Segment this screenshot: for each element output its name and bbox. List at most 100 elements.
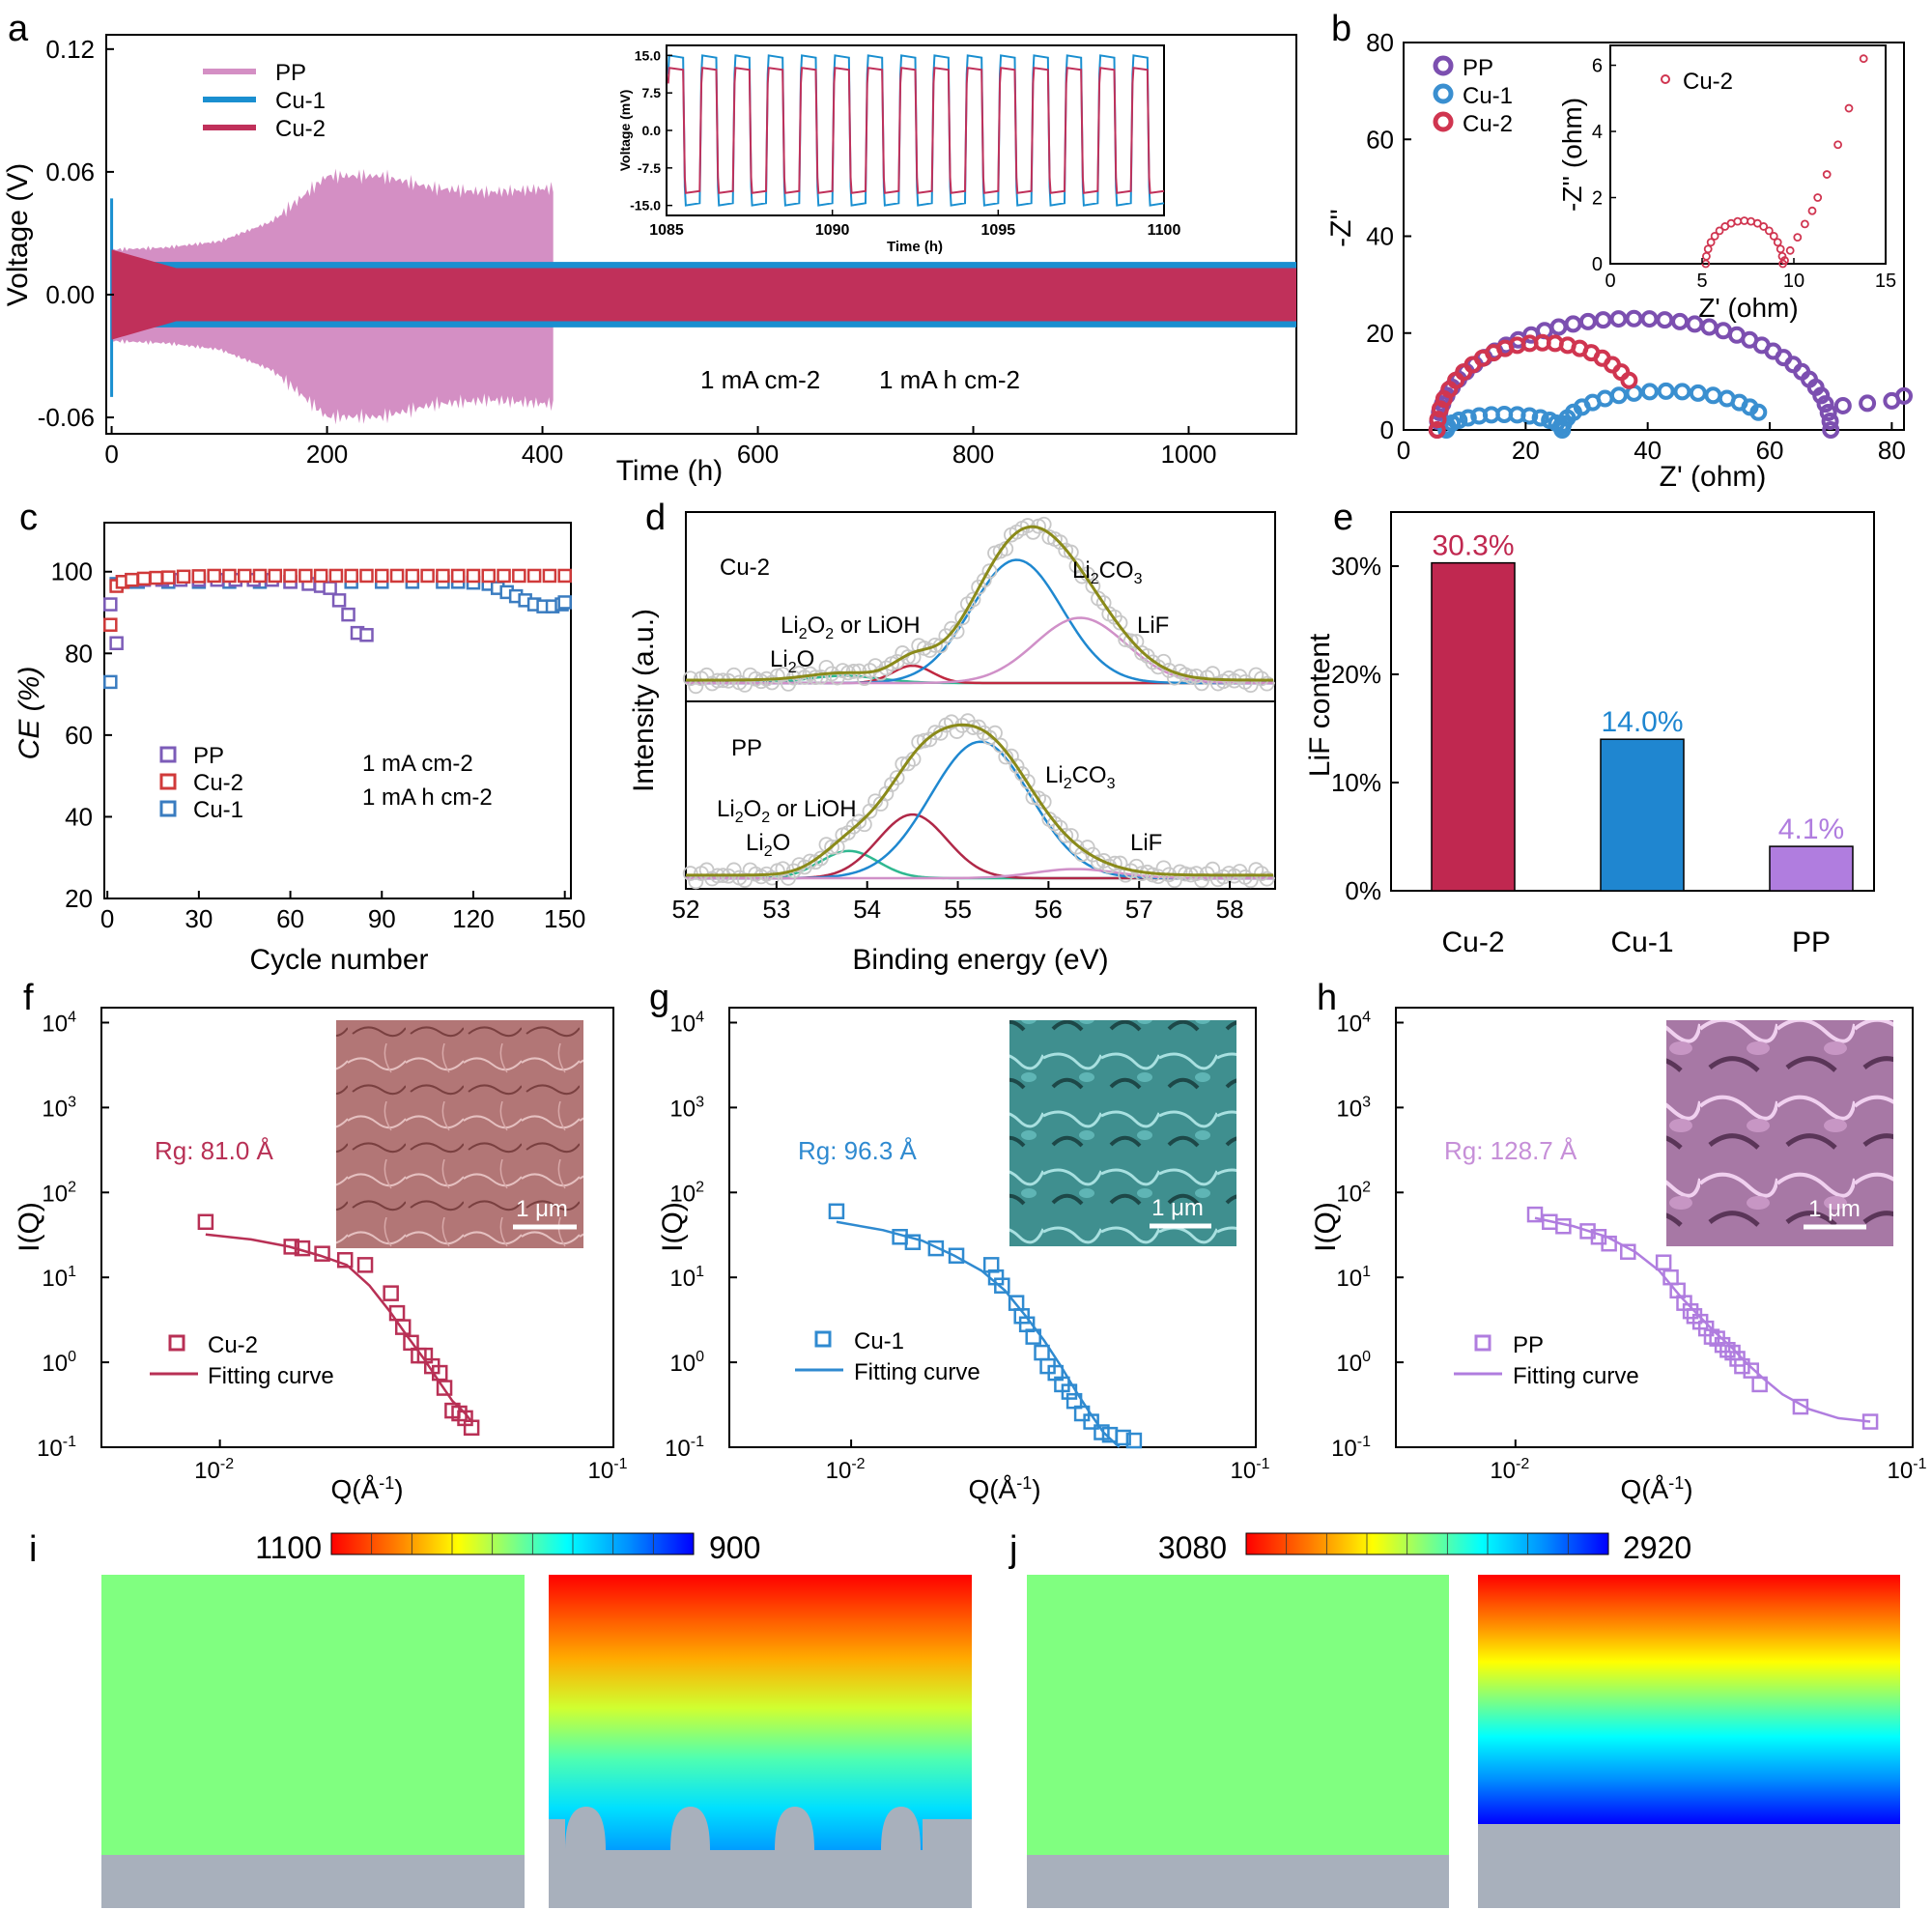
panel-b-cu1-point [1673, 383, 1691, 401]
panel-e-ytick-label: 20% [1331, 660, 1381, 689]
panel-a-inset-series-Cu-2 [667, 67, 1165, 194]
panel-c-point-Cu-2 [420, 568, 435, 584]
panel-b-pp-point [1578, 312, 1597, 330]
panel-b-pp-point [1819, 403, 1837, 421]
panel-b-inset-ytick-label: 4 [1592, 122, 1603, 143]
panel-d-raw-point [954, 610, 971, 626]
panel-e-ytick-label: 0% [1345, 876, 1381, 905]
panel-label-j: j [1009, 1529, 1017, 1570]
panel-h-fit-line [1534, 1216, 1871, 1423]
panel-c-xtick-label: 0 [100, 904, 114, 933]
panel-e-category-label: PP [1792, 926, 1831, 958]
panel-j-uniform-field [1027, 1575, 1449, 1855]
panel-b-inset-point [1785, 245, 1795, 255]
panel-j-colorbar [1245, 1532, 1609, 1555]
panel-b-xtick-label: 80 [1878, 436, 1906, 465]
panel-e-value-label: 30.3% [1432, 530, 1514, 562]
panel-d-raw-point [824, 839, 839, 855]
panel-e-value-label: 14.0% [1601, 706, 1683, 738]
panel-c-legend-cu2: Cu-2 [193, 770, 243, 796]
panel-d-raw-point [1106, 609, 1122, 625]
panel-b-inset-xtick-label: 15 [1875, 271, 1896, 292]
panel-h-sem-image [1666, 1020, 1893, 1246]
panel-d-bottom-lif: LiF [1130, 830, 1162, 856]
panel-d: d 52 53 54 55 56 57 58 Binding energy (eV) Int… [628, 498, 1276, 976]
panel-d-ylabel: Intensity (a.u.) [628, 609, 660, 792]
panel-i-colorbar [330, 1532, 695, 1555]
panel-a-xtick-label: 0 [104, 440, 118, 469]
panel-f-annotation: Rg: 81.0 Å [155, 1136, 274, 1165]
panel-d-raw-point [916, 732, 932, 749]
panel-d-raw-point [808, 670, 824, 686]
panel-g-frame [728, 1007, 1257, 1448]
panel-c-legend-cu1: Cu-1 [193, 797, 243, 823]
panel-b-inset-point [1833, 140, 1842, 150]
panel-c-point-Cu-2 [436, 568, 450, 584]
panel-b-inset-point [1773, 238, 1782, 247]
panel-c-point-PP [359, 628, 374, 642]
panel-a-xtick-label: 1000 [1161, 440, 1217, 469]
panel-e-ylabel: LiF content [1304, 633, 1336, 777]
panel-c-annotation-capacity: 1 mA h cm-2 [362, 784, 493, 811]
panel-c-point-Cu-2 [283, 568, 298, 584]
panel-d-top-li2o2: Li2O2 or LiOH [781, 613, 921, 642]
panel-c-point-Cu-2 [313, 568, 328, 584]
panel-g-ytick-label: 101 [669, 1264, 704, 1292]
panel-f-sem-image [336, 1020, 583, 1248]
panel-a-ytick-label: 0.12 [45, 35, 95, 64]
panel-a-xlabel: Time (h) [616, 455, 724, 487]
panel-a-inset: 1085 1090 1095 1100 -15.0 -7.5 0.0 7.5 15.0 Time… [617, 44, 1180, 255]
panel-d-envelope [686, 723, 1274, 877]
panel-a-inset-ytick-label: -7.5 [638, 160, 661, 176]
panel-a-inset-ylabel: Voltage (mV) [617, 90, 633, 172]
panel-c-frame [103, 522, 572, 899]
panel-h-point [1682, 1302, 1699, 1320]
panel-a-inset-xtick-label: 1090 [815, 222, 850, 239]
panel-c-ytick-label: 80 [65, 639, 93, 668]
panel-b-pp-point [1625, 309, 1643, 328]
panel-d-raw-point [802, 853, 818, 869]
panel-h-ytick-label: 10-1 [1331, 1434, 1371, 1462]
panel-d-envelope [685, 525, 1274, 682]
panel-h-point [1526, 1206, 1544, 1223]
panel-f-point [463, 1419, 480, 1436]
panel-b-pp-point [1609, 310, 1628, 328]
panel-d-raw-point [812, 850, 829, 867]
panel-d-raw-point [1259, 675, 1275, 692]
panel-d-raw-point [845, 818, 862, 835]
panel-e: e 30.3% Cu-2 14.0% Cu-1 4.1% PP 0% 10% 20% 30% Li… [1304, 498, 1875, 958]
panel-c-point-Cu-2 [497, 568, 511, 584]
panel-a-xtick-label: 200 [306, 440, 348, 469]
panel-f-scale-bar: 1 μm [516, 1196, 568, 1222]
panel-c-xtick-label: 90 [368, 904, 396, 933]
panel-a-inset-ytick-label: 15.0 [635, 47, 661, 63]
panel-i-uniform-field [101, 1575, 525, 1855]
panel-c-legend-pp: PP [193, 743, 224, 769]
panel-b-inset-point [1801, 219, 1809, 229]
panel-a-inset-xlabel: Time (h) [887, 239, 943, 255]
panel-b-cu1-point [1704, 386, 1722, 405]
panel-label-c: c [19, 498, 38, 538]
panel-h-ytick-label: 103 [1336, 1094, 1371, 1122]
panel-b-ytick-label: 40 [1366, 222, 1394, 251]
panel-b-legend-pp: PP [1463, 55, 1493, 81]
panel-b-ytick-label: 80 [1366, 28, 1394, 57]
panel-f-ytick-label: 100 [42, 1349, 76, 1377]
panel-c-xtick-label: 30 [185, 904, 213, 933]
panel-d-top-name: Cu-2 [720, 555, 770, 581]
panel-h-ytick-label: 104 [1336, 1009, 1371, 1037]
panel-d-raw-point [1254, 866, 1269, 882]
panel-d-xtick-label: 57 [1125, 895, 1153, 924]
panel-h-point [1751, 1376, 1768, 1393]
panel-d-raw-point [682, 670, 698, 687]
panel-g-point [948, 1247, 965, 1265]
panel-b-inset-point [1769, 231, 1778, 241]
panel-g-ytick-label: 103 [669, 1094, 704, 1122]
panel-c-point-Cu-2 [466, 568, 481, 584]
panel-d-raw-point [1254, 670, 1269, 687]
panel-d-xtick-label: 58 [1216, 895, 1244, 924]
panel-b-pp-point [1549, 318, 1568, 336]
